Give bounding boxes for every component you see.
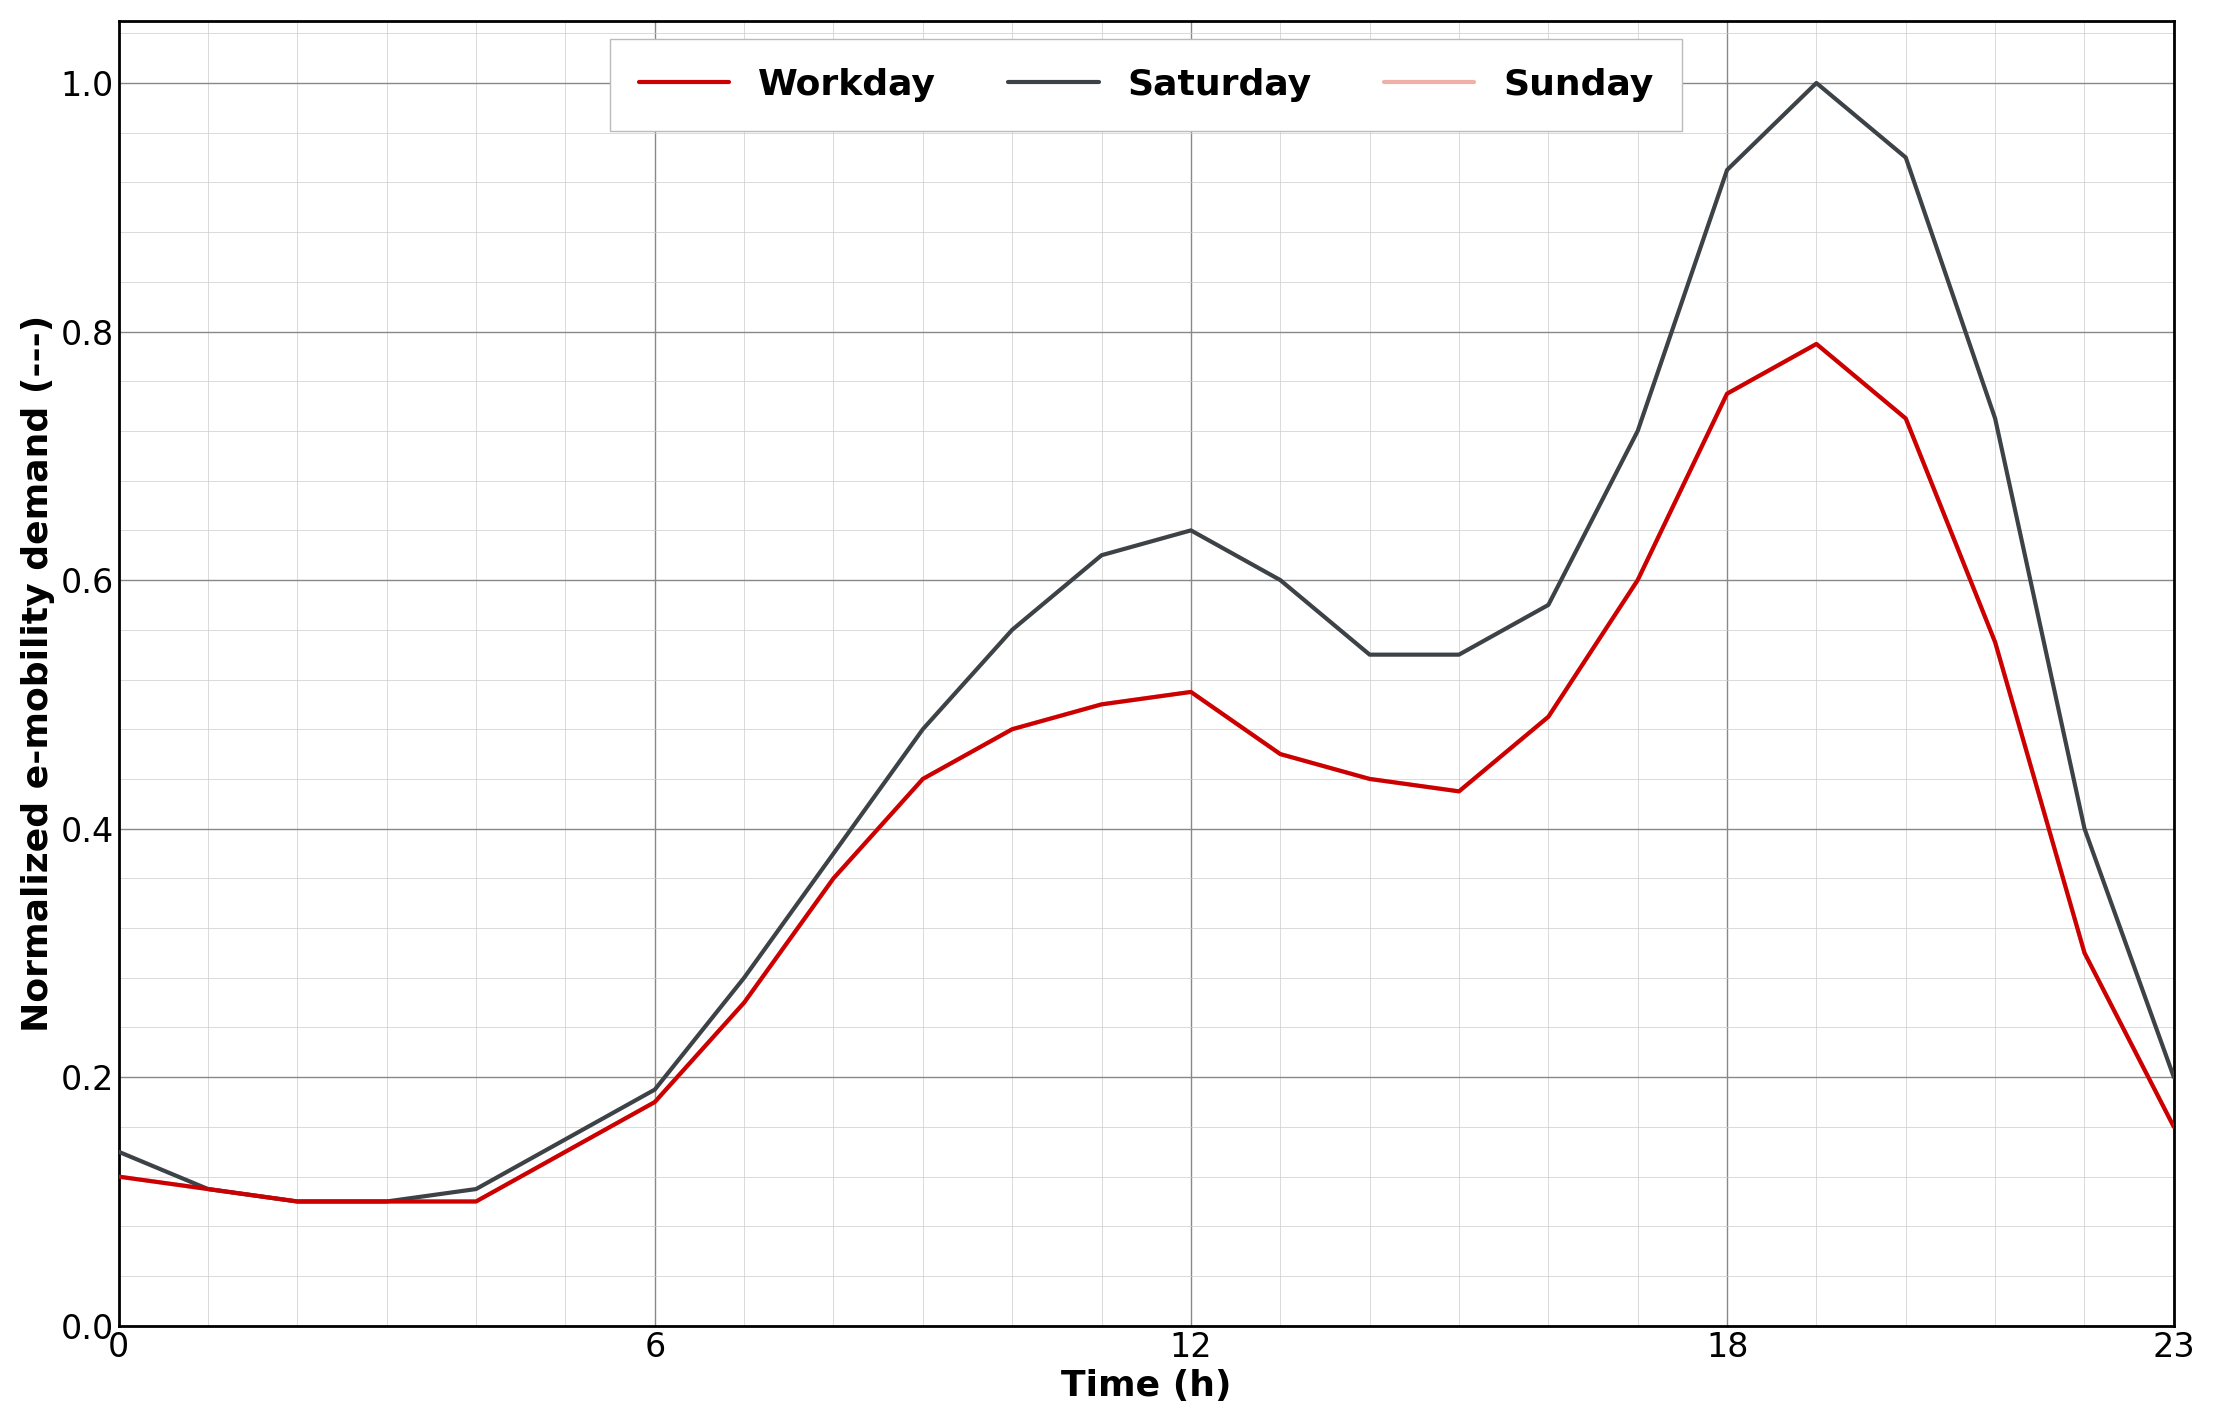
Saturday: [1804, 74, 1830, 91]
Sunday: [552, 1143, 578, 1161]
Workday: [284, 1193, 310, 1210]
Workday: [2161, 1118, 2187, 1135]
Saturday: [1624, 423, 1651, 440]
Saturday: [284, 1193, 310, 1210]
Saturday: [1981, 410, 2008, 427]
Workday: [820, 870, 847, 887]
Sunday: [731, 994, 758, 1011]
Saturday: [1268, 571, 1294, 588]
Line: Saturday: Saturday: [120, 83, 2174, 1202]
Saturday: [909, 721, 935, 738]
Sunday: [1892, 410, 1919, 427]
Sunday: [375, 1193, 401, 1210]
Saturday: [1713, 161, 1740, 178]
Workday: [1445, 783, 1471, 800]
Workday: [999, 721, 1026, 738]
Sunday: [1177, 684, 1203, 701]
Saturday: [1177, 521, 1203, 538]
Workday: [552, 1143, 578, 1161]
Sunday: [909, 770, 935, 787]
Sunday: [463, 1193, 490, 1210]
Sunday: [820, 870, 847, 887]
Workday: [2072, 944, 2099, 961]
Sunday: [284, 1193, 310, 1210]
Workday: [1804, 336, 1830, 353]
Workday: [375, 1193, 401, 1210]
Saturday: [2072, 820, 2099, 837]
Saturday: [2161, 1068, 2187, 1085]
Workday: [1892, 410, 1919, 427]
Saturday: [999, 621, 1026, 638]
Saturday: [731, 970, 758, 987]
Sunday: [106, 1168, 133, 1185]
Sunday: [1981, 634, 2008, 651]
Sunday: [1713, 384, 1740, 402]
Saturday: [1088, 547, 1115, 564]
Workday: [909, 770, 935, 787]
Workday: [1356, 770, 1383, 787]
Workday: [1177, 684, 1203, 701]
Workday: [731, 994, 758, 1011]
Sunday: [2161, 1118, 2187, 1135]
Legend: Workday, Saturday, Sunday: Workday, Saturday, Sunday: [609, 38, 1682, 131]
Line: Sunday: Sunday: [120, 345, 2174, 1202]
Saturday: [820, 844, 847, 862]
Sunday: [640, 1094, 667, 1111]
Saturday: [1892, 150, 1919, 167]
Workday: [1981, 634, 2008, 651]
Sunday: [1088, 696, 1115, 713]
Y-axis label: Normalized e-mobility demand (---): Normalized e-mobility demand (---): [20, 315, 55, 1032]
Workday: [640, 1094, 667, 1111]
Workday: [195, 1180, 222, 1198]
Sunday: [1445, 783, 1471, 800]
Sunday: [1356, 770, 1383, 787]
X-axis label: Time (h): Time (h): [1061, 1368, 1232, 1403]
Workday: [1713, 384, 1740, 402]
Sunday: [1624, 571, 1651, 588]
Saturday: [1356, 646, 1383, 664]
Sunday: [999, 721, 1026, 738]
Workday: [463, 1193, 490, 1210]
Sunday: [1536, 708, 1562, 725]
Saturday: [552, 1131, 578, 1148]
Line: Workday: Workday: [120, 345, 2174, 1202]
Saturday: [1536, 597, 1562, 614]
Workday: [1624, 571, 1651, 588]
Saturday: [106, 1143, 133, 1161]
Sunday: [1268, 746, 1294, 763]
Workday: [1088, 696, 1115, 713]
Saturday: [640, 1081, 667, 1098]
Sunday: [195, 1180, 222, 1198]
Workday: [1536, 708, 1562, 725]
Saturday: [463, 1180, 490, 1198]
Workday: [1268, 746, 1294, 763]
Saturday: [1445, 646, 1471, 664]
Sunday: [2072, 944, 2099, 961]
Sunday: [1804, 336, 1830, 353]
Saturday: [195, 1180, 222, 1198]
Workday: [106, 1168, 133, 1185]
Saturday: [375, 1193, 401, 1210]
